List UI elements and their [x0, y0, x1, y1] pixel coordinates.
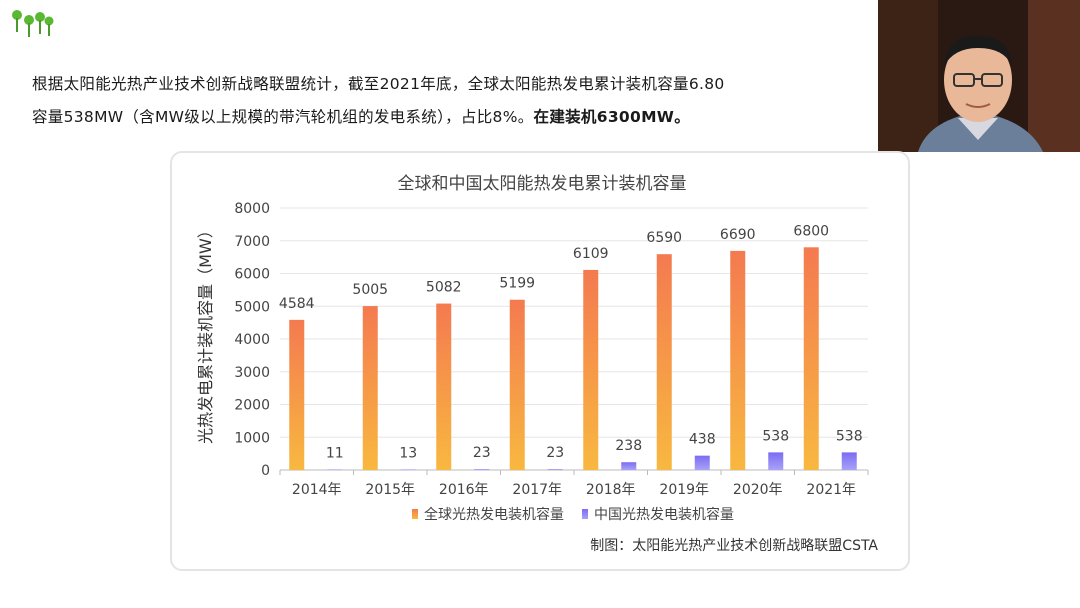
- global-value-label: 6690: [720, 227, 756, 243]
- global-value-label: 4584: [279, 296, 315, 312]
- china-value-label: 538: [762, 428, 789, 444]
- china-bar: [841, 452, 857, 470]
- global-bar: [436, 303, 452, 470]
- presenter-video: [878, 0, 1080, 152]
- x-tick-label: 2021年: [806, 482, 856, 498]
- y-tick-label: 4000: [234, 332, 270, 348]
- global-bar: [803, 247, 819, 470]
- global-value-label: 5082: [426, 280, 462, 296]
- china-value-label: 238: [615, 438, 642, 454]
- y-tick-label: 7000: [234, 234, 270, 250]
- y-tick-label: 8000: [234, 201, 270, 217]
- global-bar: [362, 306, 378, 470]
- china-bar: [621, 462, 637, 470]
- chart-plot: 0 1000 2000 3000 4000 5000 6000 7000 8000 4584 11 2…: [234, 201, 869, 523]
- x-tick-label: 2020年: [733, 482, 783, 498]
- china-value-label: 438: [689, 432, 716, 448]
- y-tick-label: 1000: [234, 430, 270, 446]
- tree-logo-icon: [12, 10, 54, 37]
- chart-credit: 制图：太阳能光热产业技术创新战略联盟CSTA: [590, 538, 878, 554]
- global-bar: [730, 250, 746, 470]
- legend-swatch-global: [412, 509, 418, 519]
- x-tick-label: 2016年: [439, 482, 489, 498]
- x-tick-label: 2019年: [659, 482, 709, 498]
- y-tick-label: 6000: [234, 267, 270, 283]
- x-tick-label: 2017年: [512, 482, 562, 498]
- webcam-overlay: [878, 0, 1080, 152]
- china-bar: [474, 469, 490, 470]
- y-tick-label: 0: [261, 463, 270, 479]
- legend-label-global: 全球光热发电装机容量: [424, 506, 564, 523]
- china-value-label: 23: [473, 445, 491, 461]
- global-value-label: 5005: [352, 282, 388, 298]
- global-value-label: 6800: [793, 223, 829, 239]
- paragraph-line-2-text: 容量538MW（含MW级以上规模的带汽轮机组的发电系统），占比8%。: [32, 108, 534, 126]
- china-value-label: 13: [399, 446, 417, 462]
- y-tick-label: 5000: [234, 299, 270, 315]
- china-value-label: 538: [836, 428, 863, 444]
- x-tick-label: 2015年: [365, 482, 415, 498]
- y-tick-label: 3000: [234, 365, 270, 381]
- china-bar: [547, 469, 563, 470]
- y-tick-label: 2000: [234, 398, 270, 414]
- x-tick-label: 2018年: [586, 482, 636, 498]
- paragraph-line-1: 根据太阳能光热产业技术创新战略联盟统计，截至2021年底，全球太阳能热发电累计装…: [32, 75, 725, 93]
- legend-label-china: 中国光热发电装机容量: [594, 506, 734, 523]
- global-bar: [583, 269, 599, 470]
- paragraph-line-2-bold: 在建装机6300MW。: [533, 108, 690, 126]
- global-value-label: 6109: [573, 246, 609, 262]
- china-value-label: 11: [326, 446, 344, 462]
- paragraph-line-2: 容量538MW（含MW级以上规模的带汽轮机组的发电系统），占比8%。在建装机63…: [32, 101, 882, 134]
- chart-title: 全球和中国太阳能热发电累计装机容量: [397, 174, 687, 194]
- china-value-label: 23: [546, 445, 564, 461]
- legend-swatch-china: [582, 509, 588, 519]
- chart-card: 全球和中国太阳能热发电累计装机容量 光热发电累计装机容量（MW） 0 1000 20…: [170, 151, 910, 571]
- global-bar: [289, 319, 305, 470]
- global-bar: [656, 254, 672, 470]
- global-value-label: 6590: [646, 230, 682, 246]
- intro-paragraph: 根据太阳能光热产业技术创新战略联盟统计，截至2021年底，全球太阳能热发电累计装…: [32, 68, 882, 134]
- global-bar: [509, 299, 525, 470]
- china-bar: [327, 469, 343, 470]
- china-bar: [400, 469, 416, 470]
- china-bar: [694, 455, 710, 470]
- x-tick-label: 2014年: [292, 482, 342, 498]
- china-bar: [768, 452, 784, 470]
- global-value-label: 5199: [499, 276, 535, 292]
